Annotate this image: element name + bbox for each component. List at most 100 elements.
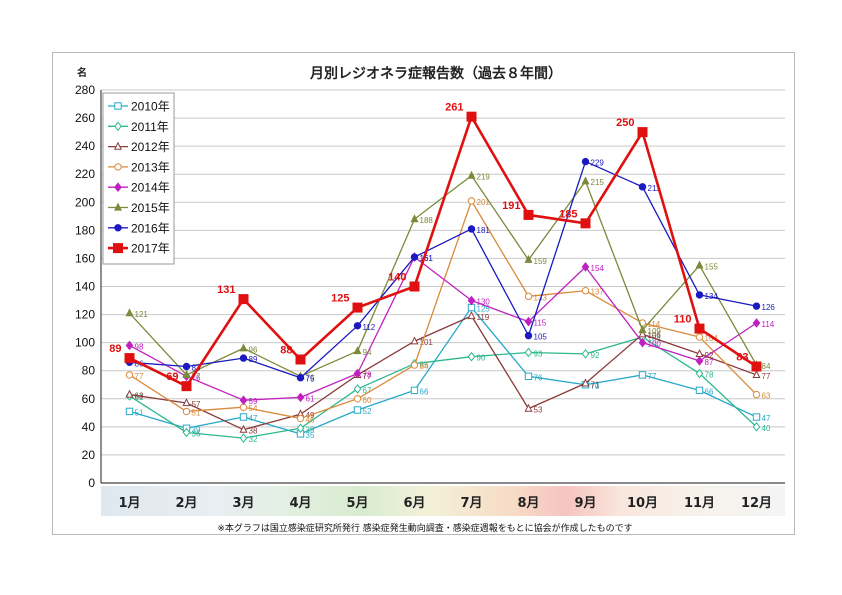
data-label: 188 bbox=[420, 216, 434, 225]
data-label: 155 bbox=[705, 262, 719, 271]
data-label: 96 bbox=[249, 345, 258, 354]
data-point bbox=[353, 406, 362, 414]
series-line bbox=[129, 256, 757, 401]
series-line bbox=[129, 306, 757, 435]
data-point bbox=[466, 111, 477, 122]
data-point bbox=[353, 322, 362, 330]
data-label: 115 bbox=[534, 319, 547, 328]
legend-item: 2015年 bbox=[108, 201, 170, 215]
data-point bbox=[752, 302, 761, 310]
x-tick-label: 8月 bbox=[517, 496, 539, 511]
data-label: 114 bbox=[648, 320, 661, 329]
data-label: 36 bbox=[192, 429, 201, 438]
data-label: 60 bbox=[363, 396, 372, 405]
data-point bbox=[752, 422, 761, 432]
x-tick-label: 4月 bbox=[289, 496, 311, 511]
source-note: ※本グラフは国立感染症研究所発行 感染症発生動向調査・感染症週報をもとに協会が作… bbox=[217, 522, 632, 534]
data-label: 100 bbox=[648, 340, 662, 349]
data-point bbox=[239, 413, 248, 421]
legend-label: 2011年 bbox=[131, 120, 169, 134]
legend-item: 2014年 bbox=[108, 181, 170, 195]
data-label: 53 bbox=[534, 406, 543, 415]
y-tick-label: 80 bbox=[82, 364, 96, 378]
x-tick-label: 9月 bbox=[574, 496, 596, 511]
legend-item: 2011年 bbox=[108, 120, 169, 134]
data-point bbox=[295, 354, 306, 365]
data-point bbox=[182, 407, 191, 416]
legend-label: 2017年 bbox=[131, 242, 170, 256]
data-point bbox=[239, 433, 248, 443]
data-point bbox=[524, 292, 533, 301]
data-point bbox=[467, 351, 476, 362]
data-point bbox=[239, 354, 248, 362]
data-label: 83 bbox=[192, 364, 201, 373]
data-label: 61 bbox=[306, 394, 315, 403]
data-label: 90 bbox=[477, 354, 486, 363]
data-label: 39 bbox=[306, 425, 315, 434]
legend-swatch-marker bbox=[114, 121, 122, 132]
data-point bbox=[125, 308, 134, 317]
data-label: 185 bbox=[559, 208, 577, 220]
data-point bbox=[523, 209, 534, 220]
series-2014年: 98 76 59 61 78 161 130 115 154 100 87 114 bbox=[125, 252, 775, 406]
legend-label: 2016年 bbox=[131, 221, 170, 235]
data-label: 140 bbox=[388, 272, 406, 284]
data-label: 35 bbox=[306, 431, 315, 440]
y-tick-label: 240 bbox=[75, 139, 95, 153]
legend-label: 2015年 bbox=[131, 201, 170, 215]
data-point bbox=[410, 336, 419, 345]
data-point bbox=[638, 325, 647, 334]
legend-label: 2012年 bbox=[131, 140, 170, 154]
month-band bbox=[101, 486, 785, 516]
y-tick-label: 180 bbox=[75, 223, 95, 237]
data-label: 66 bbox=[420, 387, 429, 396]
data-point bbox=[410, 386, 419, 395]
data-point bbox=[695, 386, 704, 395]
data-point bbox=[124, 353, 135, 364]
data-label: 76 bbox=[534, 373, 543, 382]
data-label: 87 bbox=[705, 358, 714, 367]
data-label: 229 bbox=[591, 159, 605, 168]
data-label: 63 bbox=[135, 392, 144, 401]
data-point bbox=[638, 371, 647, 379]
series-line bbox=[129, 160, 757, 379]
data-label: 77 bbox=[363, 372, 372, 381]
data-point bbox=[467, 295, 476, 306]
data-point bbox=[182, 398, 191, 407]
data-label: 114 bbox=[762, 320, 775, 329]
data-label: 131 bbox=[217, 284, 235, 296]
legend-label: 2010年 bbox=[131, 100, 170, 114]
x-tick-label: 6月 bbox=[403, 496, 425, 511]
data-label: 110 bbox=[674, 314, 692, 326]
data-label: 93 bbox=[534, 349, 543, 358]
data-label: 125 bbox=[331, 293, 349, 305]
data-label: 112 bbox=[363, 323, 376, 332]
x-tick-label: 2月 bbox=[175, 496, 197, 511]
data-label: 105 bbox=[534, 333, 548, 342]
data-point bbox=[239, 395, 248, 405]
data-point bbox=[353, 395, 362, 403]
legend-item: 2016年 bbox=[108, 221, 170, 235]
legend-swatch-marker bbox=[114, 224, 122, 232]
data-point bbox=[410, 214, 419, 223]
y-tick-label: 120 bbox=[75, 308, 95, 322]
y-tick-label: 60 bbox=[82, 392, 96, 406]
data-label: 57 bbox=[192, 400, 201, 409]
y-tick-label: 100 bbox=[75, 336, 95, 350]
data-point bbox=[410, 253, 419, 261]
data-point bbox=[409, 281, 420, 292]
data-label: 66 bbox=[705, 387, 714, 396]
data-label: 89 bbox=[249, 355, 258, 364]
data-label: 92 bbox=[591, 351, 600, 360]
data-label: 77 bbox=[648, 372, 657, 381]
legend-swatch-marker bbox=[113, 243, 123, 254]
data-label: 71 bbox=[591, 380, 600, 389]
data-point bbox=[581, 176, 590, 185]
data-point bbox=[581, 262, 590, 272]
data-label: 46 bbox=[306, 415, 315, 424]
y-axis-unit: 名 bbox=[77, 66, 87, 79]
data-label: 101 bbox=[420, 338, 434, 347]
data-point bbox=[125, 340, 134, 351]
y-tick-label: 40 bbox=[82, 420, 96, 434]
x-tick-label: 10月 bbox=[627, 496, 658, 511]
